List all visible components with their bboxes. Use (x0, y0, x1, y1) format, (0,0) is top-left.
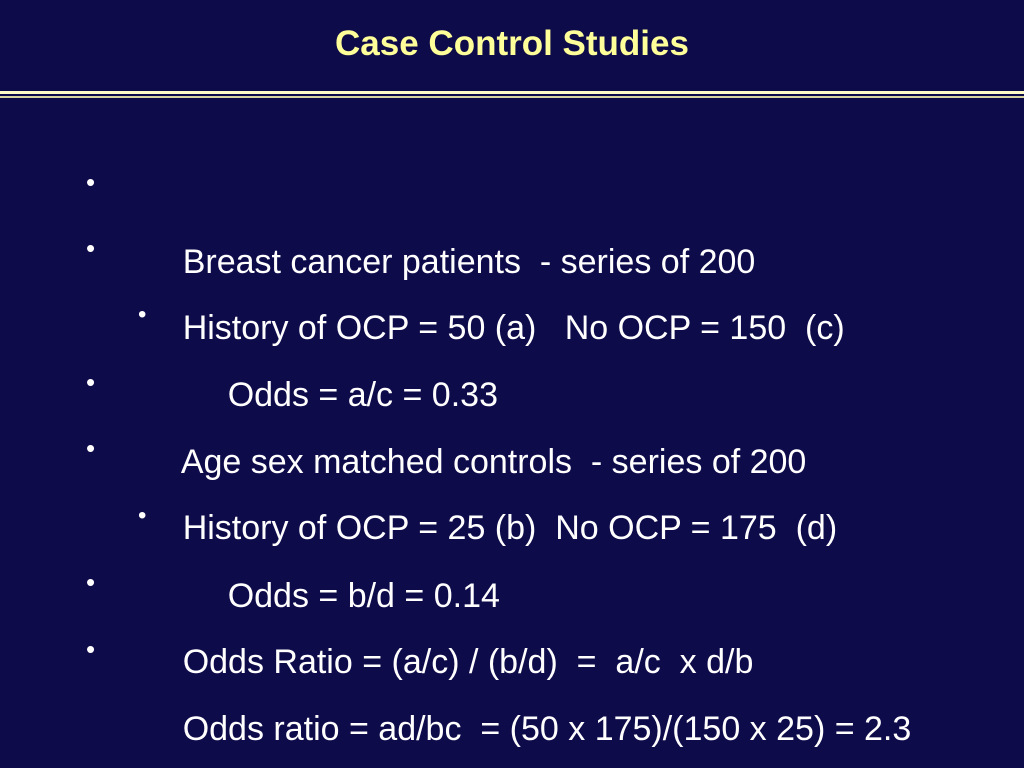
bullet-text: Odds ratio = ad/bc = (50 x 175)/(150 x 2… (182, 710, 912, 748)
bullet-text: Age sex matched controls - series of 200 (180, 443, 807, 481)
bullet-text: Odds = b/d = 0.14 (227, 577, 500, 615)
title-divider-secondary (0, 96, 1024, 98)
sub-bullet-item: • Odds = a/c = 0.33 (138, 295, 498, 455)
bullet-dot-icon: • (138, 502, 147, 529)
slide-title: Case Control Studies (335, 24, 689, 63)
bullet-dot-icon: • (86, 167, 96, 197)
bullet-item: • History of OCP = 50 (a) No OCP = 150 (… (86, 228, 845, 388)
bullet-dot-icon: • (138, 301, 147, 328)
bullet-text: Odds = a/c = 0.33 (227, 376, 498, 414)
bullet-text: History of OCP = 50 (a) No OCP = 150 (c) (182, 309, 845, 347)
bullet-dot-icon: • (86, 433, 96, 463)
bullet-item: • Odds Ratio = (a/c) / (b/d) = a/c x d/b (86, 562, 754, 722)
bullet-dot-icon: • (86, 233, 96, 263)
bullet-dot-icon: • (86, 567, 96, 597)
title-divider (0, 91, 1024, 94)
bullet-item: • Breast cancer patients - series of 200 (86, 162, 756, 322)
sub-bullet-item: • Odds = b/d = 0.14 (138, 496, 500, 656)
bullet-text: Odds Ratio = (a/c) / (b/d) = a/c x d/b (182, 643, 754, 681)
bullet-text: History of OCP = 25 (b) No OCP = 175 (d) (182, 509, 838, 547)
bullet-item: • Age sex matched controls - series of 2… (86, 362, 807, 522)
bullet-item: • History of OCP = 25 (b) No OCP = 175 (… (86, 428, 838, 588)
bullet-dot-icon: • (86, 367, 96, 397)
bullet-item: • Odds ratio = ad/bc = (50 x 175)/(150 x… (86, 629, 912, 768)
bullet-text: Breast cancer patients - series of 200 (182, 243, 756, 281)
bullet-dot-icon: • (86, 634, 96, 664)
